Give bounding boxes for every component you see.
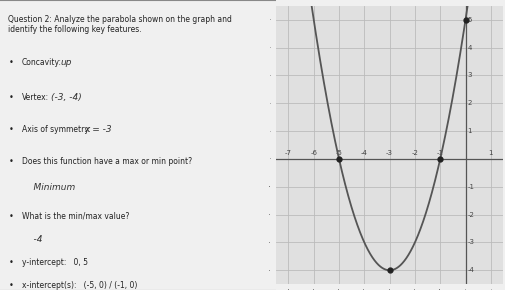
Text: -5: -5 bbox=[335, 150, 342, 155]
Text: 1: 1 bbox=[467, 128, 471, 134]
Text: 1: 1 bbox=[488, 150, 492, 155]
Text: 2: 2 bbox=[467, 100, 471, 106]
Text: •: • bbox=[8, 93, 13, 102]
Text: -7: -7 bbox=[284, 150, 291, 155]
Text: Question 2: Analyze the parabola shown on the graph and
identify the following k: Question 2: Analyze the parabola shown o… bbox=[8, 14, 232, 34]
Text: x-intercept(s):   (-5, 0) / (-1, 0): x-intercept(s): (-5, 0) / (-1, 0) bbox=[22, 281, 137, 290]
Text: •: • bbox=[8, 258, 13, 267]
Text: -3: -3 bbox=[385, 150, 392, 155]
Text: 4: 4 bbox=[467, 45, 471, 50]
Text: (-3, -4): (-3, -4) bbox=[50, 93, 81, 102]
Text: Vertex:: Vertex: bbox=[22, 93, 49, 102]
Text: •: • bbox=[8, 212, 13, 221]
Text: •: • bbox=[8, 281, 13, 290]
Text: -4: -4 bbox=[467, 267, 474, 273]
Text: What is the min/max value?: What is the min/max value? bbox=[22, 212, 129, 221]
Text: Does this function have a max or min point?: Does this function have a max or min poi… bbox=[22, 157, 192, 166]
Text: -1: -1 bbox=[467, 184, 474, 190]
Text: -3: -3 bbox=[467, 240, 474, 245]
Text: -4: -4 bbox=[22, 235, 42, 244]
Text: y-intercept:   0, 5: y-intercept: 0, 5 bbox=[22, 258, 88, 267]
Text: -2: -2 bbox=[411, 150, 418, 155]
Text: Axis of symmetry:: Axis of symmetry: bbox=[22, 125, 91, 134]
Text: up: up bbox=[61, 58, 72, 67]
Text: •: • bbox=[8, 125, 13, 134]
Text: -6: -6 bbox=[310, 150, 317, 155]
Text: -1: -1 bbox=[436, 150, 443, 155]
Text: Minimum: Minimum bbox=[22, 183, 75, 192]
Text: 5: 5 bbox=[467, 17, 471, 23]
Text: x = -3: x = -3 bbox=[84, 125, 111, 134]
Text: -2: -2 bbox=[467, 212, 474, 218]
Text: •: • bbox=[8, 157, 13, 166]
Text: 3: 3 bbox=[467, 72, 471, 78]
Text: Concavity:: Concavity: bbox=[22, 58, 62, 67]
Text: -4: -4 bbox=[360, 150, 367, 155]
Text: •: • bbox=[8, 58, 13, 67]
